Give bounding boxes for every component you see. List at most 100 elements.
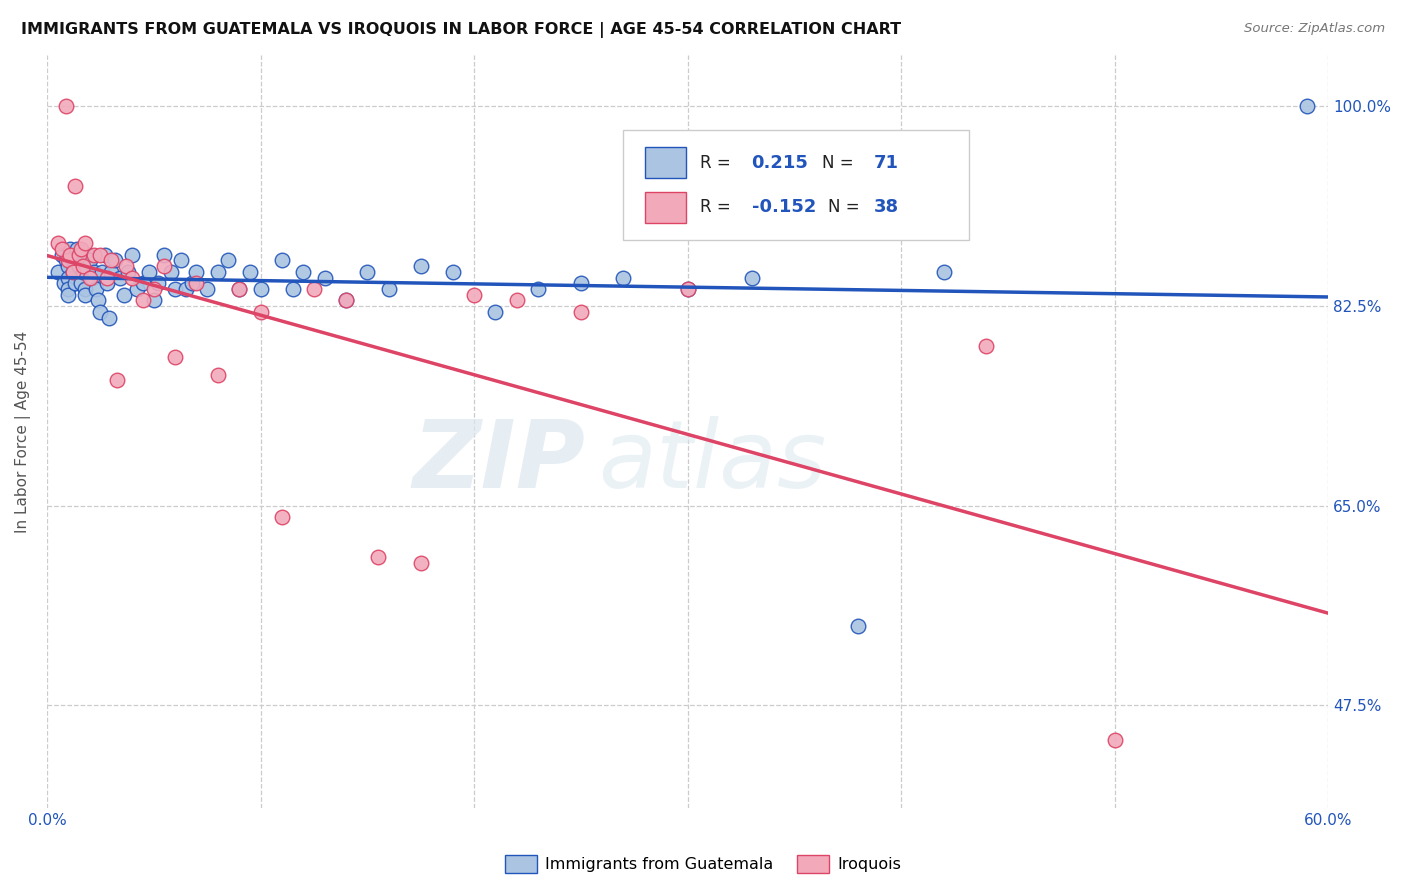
Point bbox=[132, 293, 155, 308]
Point bbox=[138, 265, 160, 279]
Point bbox=[409, 259, 432, 273]
Point bbox=[377, 282, 399, 296]
Point bbox=[62, 253, 84, 268]
Point bbox=[104, 253, 127, 268]
Point bbox=[91, 265, 114, 279]
Point bbox=[132, 277, 155, 291]
Point bbox=[1295, 99, 1317, 113]
Point bbox=[121, 248, 143, 262]
Text: 0.215: 0.215 bbox=[752, 153, 808, 171]
Point bbox=[976, 339, 998, 353]
Text: Source: ZipAtlas.com: Source: ZipAtlas.com bbox=[1244, 22, 1385, 36]
Point bbox=[84, 282, 107, 296]
Bar bbox=[645, 192, 686, 223]
Point bbox=[314, 270, 336, 285]
Point bbox=[59, 242, 82, 256]
Point bbox=[63, 179, 86, 194]
Point bbox=[249, 305, 271, 319]
Point bbox=[217, 253, 239, 268]
Y-axis label: In Labor Force | Age 45-54: In Labor Force | Age 45-54 bbox=[15, 330, 31, 533]
Point bbox=[484, 305, 506, 319]
Bar bbox=[645, 147, 686, 178]
Text: IMMIGRANTS FROM GUATEMALA VS IROQUOIS IN LABOR FORCE | AGE 45-54 CORRELATION CHA: IMMIGRANTS FROM GUATEMALA VS IROQUOIS IN… bbox=[21, 22, 901, 38]
Text: ZIP: ZIP bbox=[412, 416, 585, 508]
Point bbox=[59, 248, 82, 262]
Point bbox=[100, 253, 122, 268]
Point bbox=[165, 351, 187, 365]
Point bbox=[80, 270, 103, 285]
Point bbox=[506, 293, 529, 308]
Point bbox=[228, 282, 250, 296]
Point bbox=[87, 293, 110, 308]
Point bbox=[55, 99, 77, 113]
Point bbox=[96, 277, 118, 291]
Point bbox=[72, 259, 94, 273]
Point bbox=[117, 265, 139, 279]
Point bbox=[66, 242, 89, 256]
Point bbox=[62, 265, 84, 279]
Point bbox=[79, 253, 101, 268]
Point bbox=[409, 556, 432, 570]
Point bbox=[195, 282, 218, 296]
Point bbox=[186, 265, 208, 279]
Point bbox=[270, 510, 292, 524]
Point bbox=[207, 368, 229, 382]
Point bbox=[63, 277, 86, 291]
Point bbox=[125, 282, 148, 296]
Point bbox=[121, 270, 143, 285]
Point bbox=[676, 282, 699, 296]
Point bbox=[153, 248, 176, 262]
Point bbox=[107, 373, 129, 387]
Point bbox=[58, 253, 80, 268]
Text: atlas: atlas bbox=[598, 417, 827, 508]
Point bbox=[239, 265, 262, 279]
Point bbox=[58, 282, 80, 296]
Point bbox=[58, 287, 80, 301]
Point bbox=[186, 277, 208, 291]
Point bbox=[569, 305, 592, 319]
Point bbox=[441, 265, 464, 279]
Point bbox=[527, 282, 550, 296]
Point bbox=[741, 270, 763, 285]
Point bbox=[249, 282, 271, 296]
Text: -0.152: -0.152 bbox=[752, 198, 815, 217]
Point bbox=[281, 282, 304, 296]
Point bbox=[1104, 732, 1126, 747]
Point bbox=[112, 287, 135, 301]
Point bbox=[97, 310, 120, 325]
Point bbox=[93, 248, 115, 262]
Text: N =: N = bbox=[828, 198, 865, 217]
Point bbox=[83, 265, 105, 279]
Point bbox=[142, 293, 165, 308]
Point bbox=[72, 265, 94, 279]
Point bbox=[53, 277, 76, 291]
Point bbox=[46, 236, 69, 251]
Point bbox=[146, 277, 169, 291]
Point bbox=[70, 242, 93, 256]
Point bbox=[270, 253, 292, 268]
Point bbox=[302, 282, 325, 296]
Point bbox=[932, 265, 955, 279]
Point bbox=[159, 265, 181, 279]
Text: 38: 38 bbox=[873, 198, 898, 217]
Point bbox=[170, 253, 193, 268]
Legend: Immigrants from Guatemala, Iroquois: Immigrants from Guatemala, Iroquois bbox=[499, 848, 907, 880]
Point bbox=[67, 248, 90, 262]
Point bbox=[51, 242, 73, 256]
Point bbox=[153, 259, 176, 273]
Point bbox=[96, 270, 118, 285]
Point bbox=[612, 270, 634, 285]
Point bbox=[367, 550, 389, 565]
Text: R =: R = bbox=[700, 198, 737, 217]
Point bbox=[569, 277, 592, 291]
Point bbox=[75, 287, 97, 301]
Point bbox=[75, 282, 97, 296]
Point bbox=[76, 248, 98, 262]
Point bbox=[83, 248, 105, 262]
Point bbox=[51, 248, 73, 262]
Point bbox=[356, 265, 378, 279]
Point bbox=[58, 259, 80, 273]
Point bbox=[335, 293, 357, 308]
Point bbox=[100, 265, 122, 279]
FancyBboxPatch shape bbox=[623, 130, 969, 240]
